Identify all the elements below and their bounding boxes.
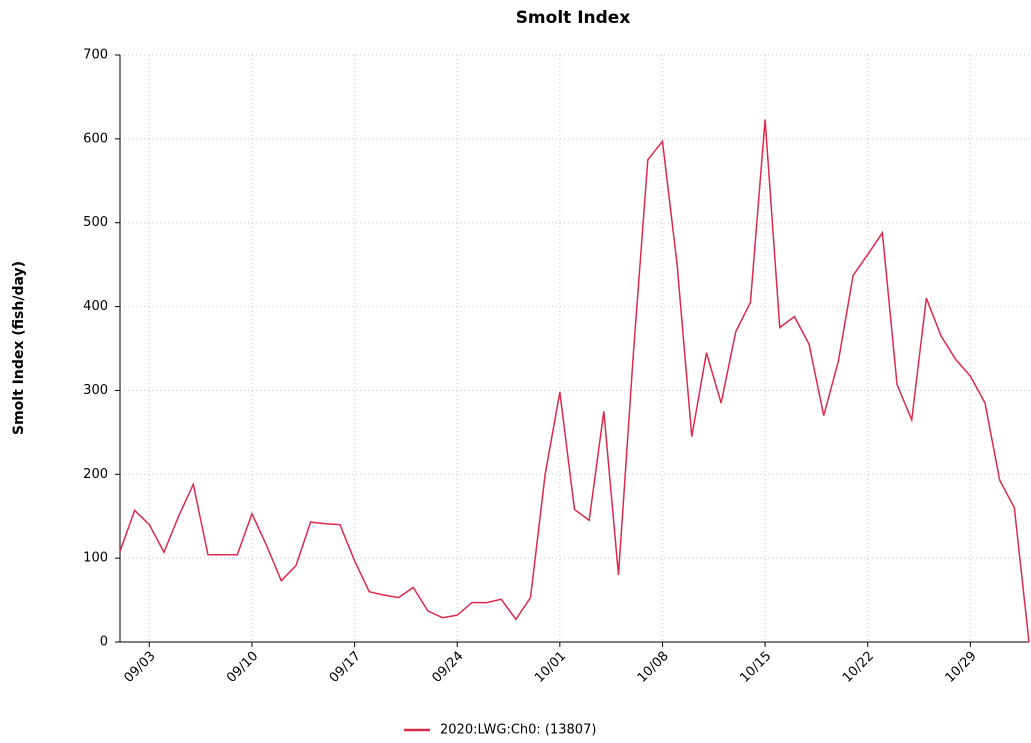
y-tick-label: 0 [100,635,108,650]
y-tick-label: 600 [83,131,108,146]
y-tick-label: 200 [83,467,108,482]
x-tick-label: 09/24 [429,649,466,686]
y-tick-label: 300 [83,383,108,398]
legend-label: 2020:LWG:Ch0: (13807) [440,723,596,738]
y-tick-label: 100 [83,551,108,566]
y-axis-label: Smolt Index (fish/day) [11,261,27,435]
y-tick-label: 400 [83,299,108,314]
x-tick-label: 09/17 [327,649,364,686]
x-tick-label: 10/08 [635,649,672,686]
series-line [119,119,1030,643]
x-tick-label: 10/01 [532,649,569,686]
y-tick-label: 700 [83,48,108,63]
x-tick-label: 10/29 [943,649,980,686]
x-tick-label: 09/10 [224,649,261,686]
x-tick-label: 10/15 [737,649,774,686]
y-tick-label: 500 [83,215,108,230]
x-tick-label: 10/22 [840,649,877,686]
x-tick-label: 09/03 [122,649,159,686]
chart-title: Smolt Index [516,8,631,28]
